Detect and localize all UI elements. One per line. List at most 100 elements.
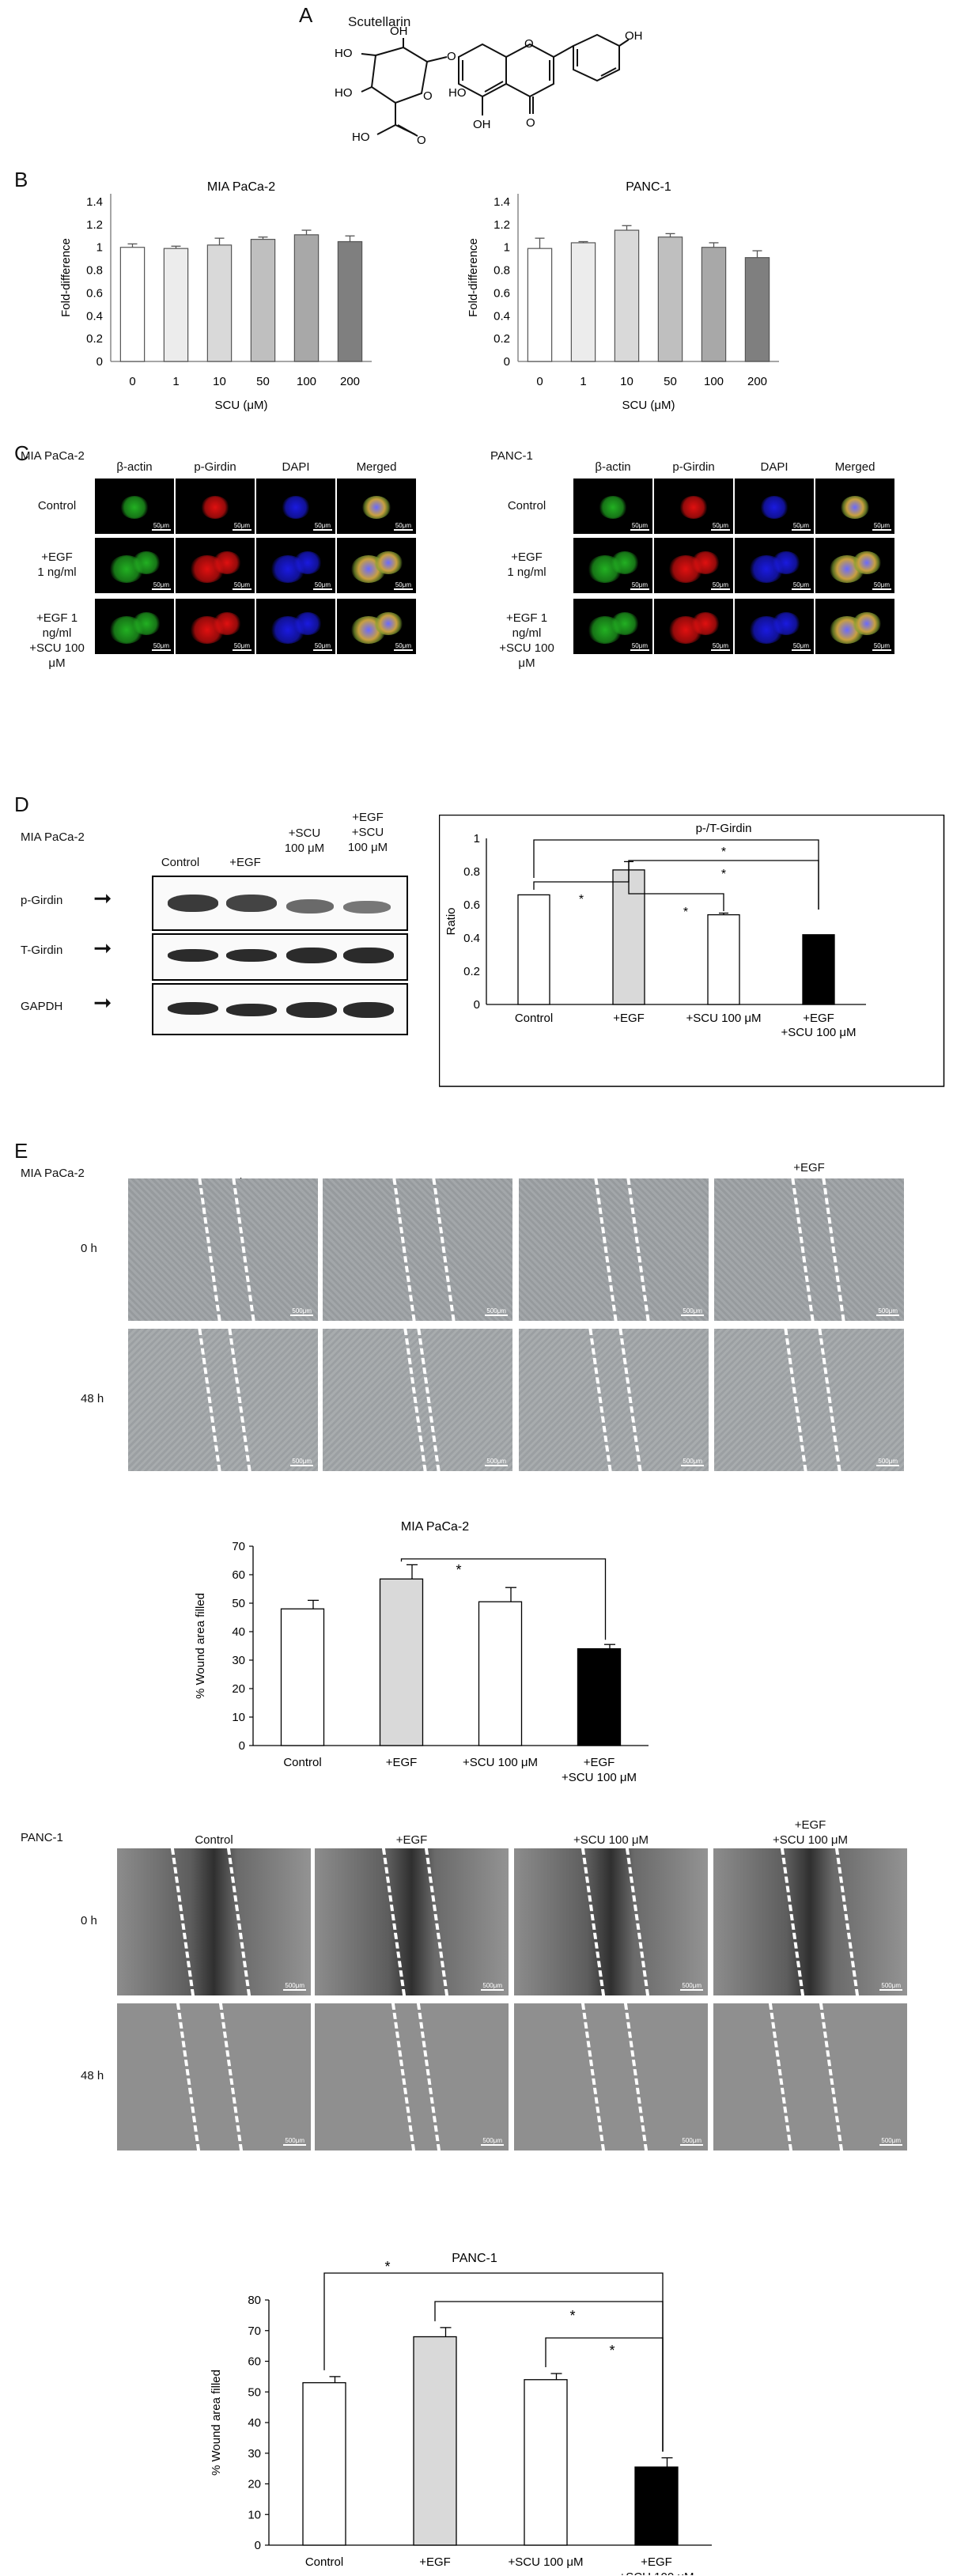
scratch-image: 500μm xyxy=(128,1178,318,1321)
scale-bar: 50μm xyxy=(312,581,332,590)
bar xyxy=(302,2381,346,2546)
bar xyxy=(293,234,320,362)
significance-asterisk: * xyxy=(579,893,584,906)
y-axis-label: % Wound area filled xyxy=(210,2370,223,2476)
micrograph: 50μm xyxy=(735,538,814,593)
scratch-image: 500μm xyxy=(323,1178,512,1321)
scale-bar: 500μm xyxy=(481,1982,504,1991)
scratch-image: 500μm xyxy=(315,2003,509,2150)
scale-bar: 50μm xyxy=(710,642,730,651)
lane-label-egf: +EGF xyxy=(229,856,261,869)
y-axis-label: Fold-difference xyxy=(59,238,73,317)
row-label: +EGF 1 ng/ml +SCU 100 μM xyxy=(29,611,85,670)
scale-bar: 500μm xyxy=(879,2137,902,2146)
micrograph: 50μm xyxy=(654,599,733,654)
y-axis-label: % Wound area filled xyxy=(194,1593,207,1699)
y-tick-label: 0.6 xyxy=(86,286,103,300)
y-tick-label: 0.2 xyxy=(463,965,480,978)
row-label: 48 h xyxy=(81,2069,104,2082)
lane-label-scu: +SCU 100 μM xyxy=(284,827,325,855)
atom-oh-phenol: OH xyxy=(625,29,643,43)
scale-bar: 50μm xyxy=(393,522,413,531)
micrograph: 50μm xyxy=(337,599,416,654)
micrograph: 50μm xyxy=(735,599,814,654)
y-tick-label: 0.8 xyxy=(86,264,103,278)
scale-bar: 500μm xyxy=(283,1982,306,1991)
scale-bar: 500μm xyxy=(681,1307,704,1316)
y-tick-label: 40 xyxy=(248,2416,261,2430)
row-label: +EGF 1 ng/ml +SCU 100 μM xyxy=(499,611,554,670)
chart-b-mia-paca2: MIA PaCa-2 0 0.2 0.4 0.6 0.8 1 1.2 1.4 Fold-diffe… xyxy=(59,180,372,412)
bar xyxy=(570,242,596,362)
significance-asterisk: * xyxy=(683,906,688,919)
chart-title: MIA PaCa-2 xyxy=(207,180,275,194)
column-label: β-actin xyxy=(116,460,153,474)
bar xyxy=(413,2336,457,2546)
chart-e-panc1: PANC-1 0 10 20 30 40 50 60 70 80 % Wound area fill… xyxy=(210,2252,712,2575)
y-tick-label: 0.6 xyxy=(494,286,510,300)
significance-bracket xyxy=(628,860,819,910)
y-axis-label: Fold-difference xyxy=(467,238,480,317)
scratch-image: 500μm xyxy=(315,1848,509,1995)
x-axis-label: SCU (μM) xyxy=(215,399,268,412)
x-tick-label: 50 xyxy=(664,375,677,388)
atom-o-ketone: O xyxy=(526,116,535,130)
x-tick-label: 1 xyxy=(172,375,179,388)
scale-bar: 50μm xyxy=(151,581,171,590)
micrograph: 50μm xyxy=(815,538,894,593)
y-tick-label: 0.6 xyxy=(463,898,480,912)
bar xyxy=(701,247,727,362)
bar xyxy=(707,914,740,1005)
x-tick-label: 10 xyxy=(213,375,226,388)
y-tick-label: 10 xyxy=(248,2508,261,2521)
scale-bar: 500μm xyxy=(680,1982,703,1991)
y-tick-label: 0.2 xyxy=(494,332,510,346)
atom-ho-1: HO xyxy=(335,47,353,60)
blot-row-label-pgirdin: p-Girdin xyxy=(21,894,63,907)
y-tick-label: 0 xyxy=(96,355,103,369)
bar xyxy=(614,229,640,362)
x-tick-label: +SCU 100 μM xyxy=(619,2570,694,2575)
row-label: Control xyxy=(507,499,546,513)
blot-row-label-tgirdin: T-Girdin xyxy=(21,944,63,957)
x-tick-label: +EGF xyxy=(613,1012,645,1025)
scale-bar: 50μm xyxy=(710,581,730,590)
x-tick-label: 1 xyxy=(580,375,586,388)
x-tick-label: 50 xyxy=(256,375,270,388)
atom-o-acid: O xyxy=(417,134,426,147)
bar xyxy=(119,247,146,362)
x-tick-label: +EGF xyxy=(584,1756,615,1769)
row-label: +EGF 1 ng/ml xyxy=(37,550,77,579)
lane-label-control: Control xyxy=(161,856,200,869)
y-tick-label: 1.2 xyxy=(494,218,510,232)
x-tick-label: 100 xyxy=(297,375,316,388)
bar xyxy=(577,1647,622,1746)
scale-bar: 500μm xyxy=(680,2137,703,2146)
y-tick-label: 1 xyxy=(504,241,510,255)
scale-bar: 50μm xyxy=(312,642,332,651)
lane-label-egf-scu: +EGF +SCU 100 μM xyxy=(347,811,388,854)
panel-label-a: A xyxy=(299,3,313,27)
y-tick-label: 20 xyxy=(232,1682,245,1696)
scale-bar: 500μm xyxy=(290,1307,313,1316)
scale-bar: 50μm xyxy=(710,522,730,531)
y-tick-label: 70 xyxy=(232,1540,245,1553)
significance-asterisk: * xyxy=(569,2308,575,2324)
scale-bar: 50μm xyxy=(630,522,649,531)
significance-asterisk: * xyxy=(721,868,726,881)
significance-bracket xyxy=(545,2337,664,2452)
arrow-icon: ➞ xyxy=(93,990,112,1015)
scale-bar: 500μm xyxy=(876,1458,899,1466)
scale-bar: 500μm xyxy=(485,1458,508,1466)
scratch-image: 500μm xyxy=(713,2003,907,2150)
y-tick-label: 0 xyxy=(239,1739,245,1753)
scratch-image: 500μm xyxy=(514,2003,708,2150)
scale-bar: 50μm xyxy=(791,642,811,651)
y-tick-label: 0.4 xyxy=(463,932,480,945)
column-label: DAPI xyxy=(282,460,310,474)
significance-asterisk: * xyxy=(456,1562,461,1578)
atom-oh-top: OH xyxy=(390,25,408,38)
x-tick-label: Control xyxy=(305,2555,343,2569)
y-tick-label: 1.4 xyxy=(494,195,510,209)
